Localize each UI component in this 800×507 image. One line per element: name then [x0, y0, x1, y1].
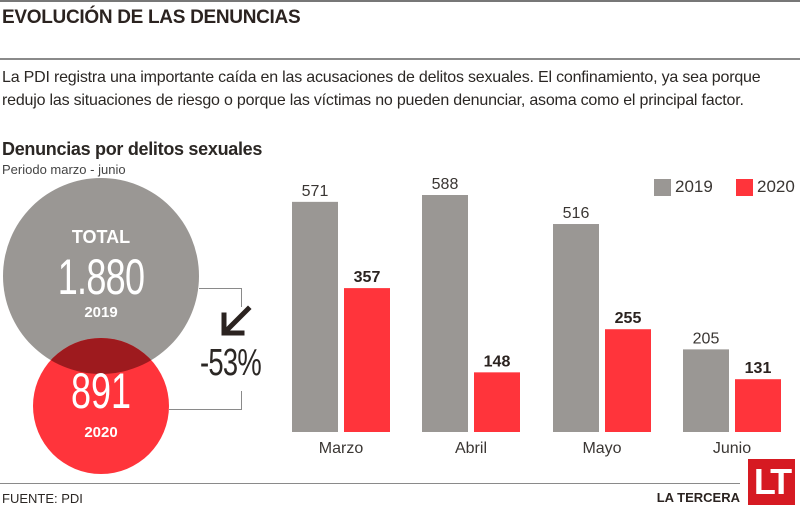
- value-label-mayo-2019: 516: [563, 205, 590, 222]
- footer-rule: [0, 483, 740, 484]
- brand-logo: LT: [748, 459, 795, 505]
- value-label-marzo-2019: 571: [302, 183, 329, 200]
- value-label-abril-2020: 148: [484, 353, 511, 370]
- bar-junio-2020: [735, 379, 781, 432]
- arrow-down-left-icon: [221, 305, 252, 336]
- legend-label-2019: 2019: [675, 177, 713, 196]
- total-label: TOTAL: [71, 227, 131, 247]
- legend-label-2020: 2020: [757, 177, 795, 196]
- value-label-junio-2019: 205: [693, 330, 720, 347]
- connector-bottom: [169, 391, 242, 410]
- bar-marzo-2019: [292, 201, 338, 432]
- value-label-marzo-2020: 357: [354, 269, 381, 286]
- page-title: EVOLUCIÓN DE LAS DENUNCIAS: [2, 7, 301, 28]
- value-label-junio-2020: 131: [745, 360, 772, 377]
- category-label-junio: Junio: [713, 440, 751, 457]
- brand-name: LA TERCERA: [656, 490, 740, 505]
- legend-2020: 2020: [736, 177, 795, 197]
- value-label-abril-2019: 588: [432, 176, 459, 193]
- chart-title: Denuncias por delitos sexuales: [2, 139, 263, 159]
- bar-junio-2019: [683, 349, 729, 432]
- brand-logo-text: LT: [753, 461, 792, 502]
- total-2020-value: 891: [70, 363, 132, 419]
- total-2019-value: 1.880: [57, 249, 145, 305]
- bar-mayo-2019: [553, 224, 599, 432]
- legend-swatch-2020: [736, 178, 753, 196]
- bar-marzo-2020: [344, 288, 390, 432]
- category-label-marzo: Marzo: [319, 440, 364, 457]
- legend-swatch-2019: [654, 178, 671, 196]
- bar-abril-2019: [422, 195, 468, 432]
- value-label-mayo-2020: 255: [615, 310, 642, 327]
- intro-text: La PDI registra una importante caída en …: [2, 69, 761, 109]
- top-rule: [0, 0, 800, 2]
- connector-top: [199, 288, 242, 307]
- total-2019-year: 2019: [84, 304, 118, 321]
- title-rule: [0, 58, 800, 60]
- category-label-abril: Abril: [455, 440, 487, 457]
- bar-mayo-2020: [605, 329, 651, 432]
- total-2020-year: 2020: [84, 424, 118, 441]
- source-text: FUENTE: PDI: [2, 491, 83, 506]
- category-label-mayo: Mayo: [582, 440, 621, 457]
- legend-2019: 2019: [654, 177, 713, 197]
- bar-abril-2020: [474, 372, 520, 432]
- change-percent: -53%: [200, 342, 262, 384]
- chart-subtitle: Periodo marzo - junio: [2, 162, 126, 177]
- circle-overlap: [3, 178, 199, 374]
